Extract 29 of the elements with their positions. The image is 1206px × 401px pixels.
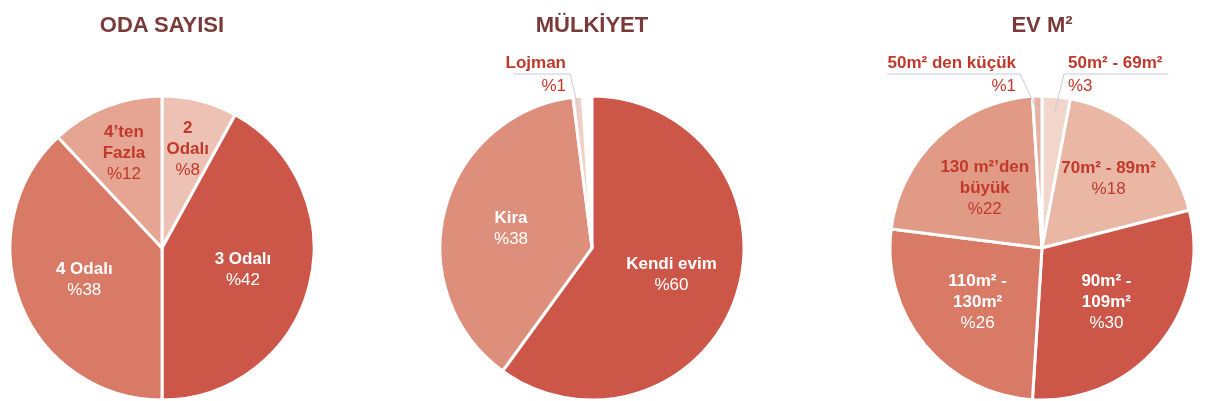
slice-label: Kira xyxy=(494,207,529,227)
data-label: %60 xyxy=(654,275,689,295)
slice-label: 4’ten Fazla xyxy=(102,121,146,162)
slice-label: 110m² - 130m² xyxy=(948,271,1007,312)
slice-label: 3 Odalı xyxy=(214,249,272,269)
data-label: %22 xyxy=(967,199,1002,219)
data-label: %3 xyxy=(1068,76,1093,95)
slice-label: 2 Odalı xyxy=(166,117,209,158)
slice-label: Lojman xyxy=(505,53,566,72)
data-label: %38 xyxy=(67,280,102,300)
slice-label: 90m² - 109m² xyxy=(1081,271,1132,312)
slice-label: Kendi evim xyxy=(626,254,717,274)
slice-label: 50m² - 69m² xyxy=(1068,53,1163,72)
data-label: %38 xyxy=(494,228,529,248)
chart-title: ODA SAYISI xyxy=(99,12,225,37)
data-label: %8 xyxy=(175,159,200,179)
slice-label: 130 m²’den büyük xyxy=(940,157,1030,198)
data-label: %1 xyxy=(541,76,566,95)
data-label: %26 xyxy=(960,313,995,333)
chart-title: MÜLKİYET xyxy=(535,12,649,37)
data-label: %1 xyxy=(991,76,1016,95)
data-label: %18 xyxy=(1091,178,1126,198)
slice-label: 4 Odalı xyxy=(55,259,113,279)
slice-label: 50m² den küçük xyxy=(887,53,1017,72)
chart-title: EV M² xyxy=(1011,12,1073,37)
data-label: %12 xyxy=(106,163,141,183)
slice-label: 70m² - 89m² xyxy=(1061,157,1157,177)
data-label: %30 xyxy=(1089,313,1124,333)
data-label: %42 xyxy=(225,270,260,290)
